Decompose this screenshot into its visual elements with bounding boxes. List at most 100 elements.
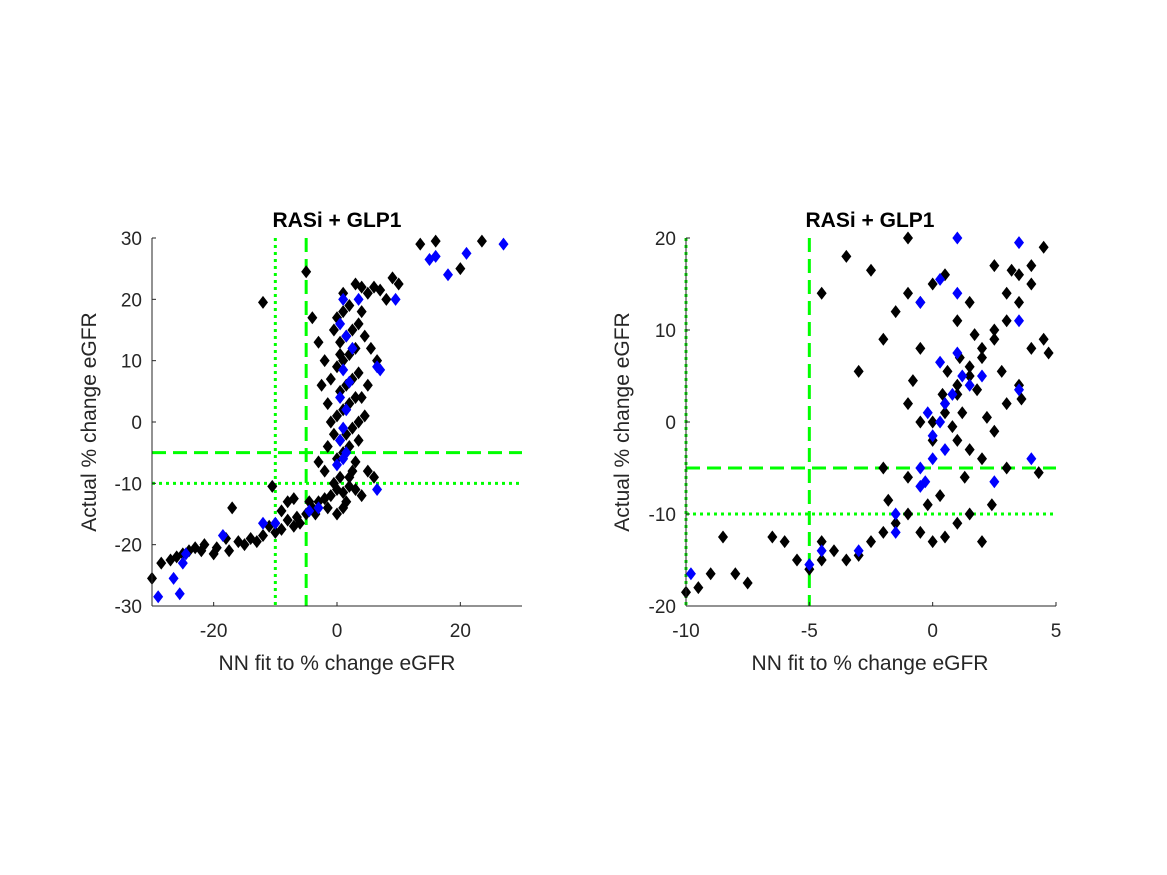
data-point-blue xyxy=(372,482,383,496)
data-point-black xyxy=(718,530,728,544)
data-point-black xyxy=(276,504,287,518)
data-point-black xyxy=(792,553,802,567)
y-tick-label: 30 xyxy=(121,229,142,250)
data-point-black xyxy=(964,443,975,457)
data-point-black xyxy=(1038,332,1049,346)
data-point-black xyxy=(952,433,963,447)
data-point-black xyxy=(282,495,293,509)
data-point-blue xyxy=(347,341,358,355)
data-point-blue xyxy=(890,525,901,539)
right-scatter-plot: RASi + GLP1 NN fit to % change eGFR Actu… xyxy=(611,209,1061,675)
data-point-black xyxy=(883,493,894,507)
data-point-black xyxy=(693,581,704,595)
data-point-black xyxy=(940,406,950,420)
left-scatter-plot: RASi + GLP1 NN fit to % change eGFR Actu… xyxy=(78,209,522,675)
data-point-black xyxy=(959,470,970,484)
data-point-black xyxy=(964,507,975,521)
data-point-blue xyxy=(168,571,179,585)
data-point-black xyxy=(964,360,975,374)
data-point-black xyxy=(455,262,466,276)
data-point-black xyxy=(915,415,926,429)
data-point-black xyxy=(291,510,302,524)
data-point-blue xyxy=(920,475,931,489)
data-point-black xyxy=(779,535,790,549)
data-point-black xyxy=(977,535,987,549)
data-point-black xyxy=(381,292,392,306)
data-point-black xyxy=(338,305,349,319)
data-point-black xyxy=(356,280,367,294)
y-tick-label: 0 xyxy=(131,413,142,434)
data-point-black xyxy=(335,335,346,349)
data-point-blue xyxy=(935,415,946,429)
data-point-black xyxy=(239,538,250,552)
data-point-black xyxy=(347,323,358,337)
data-point-black xyxy=(325,372,336,386)
data-point-blue xyxy=(174,587,185,601)
data-point-blue xyxy=(335,433,346,447)
data-point-black xyxy=(935,489,946,503)
data-point-black xyxy=(841,249,852,263)
data-point-black xyxy=(952,314,963,328)
data-point-black xyxy=(365,341,376,355)
x-axis-label: NN fit to % change eGFR xyxy=(752,652,989,675)
data-point-blue xyxy=(935,272,946,286)
x-tick-label: -5 xyxy=(801,621,818,642)
data-point-blue xyxy=(341,403,352,417)
y-tick-label: -10 xyxy=(649,505,676,526)
data-point-black xyxy=(322,440,333,454)
data-point-blue xyxy=(1014,236,1024,250)
data-point-black xyxy=(319,354,330,368)
data-point-blue xyxy=(344,375,355,389)
data-point-black xyxy=(328,427,339,441)
data-point-black xyxy=(972,383,983,397)
data-point-black xyxy=(332,409,342,423)
data-point-black xyxy=(986,498,997,512)
axes: -20 -10 0 10 20 -10 -5 0 5 xyxy=(649,229,1062,642)
data-point-black xyxy=(952,378,963,392)
data-point-black xyxy=(301,265,312,279)
data-point-black xyxy=(211,541,222,555)
data-point-black xyxy=(362,464,373,478)
data-point-blue xyxy=(989,475,1000,489)
data-point-black xyxy=(415,237,426,251)
data-point-black xyxy=(387,271,398,285)
data-point-black xyxy=(977,341,987,355)
y-tick-label: 20 xyxy=(121,290,142,311)
data-point-black xyxy=(344,470,355,484)
data-point-black xyxy=(258,528,268,542)
plot-title: RASi + GLP1 xyxy=(273,209,402,232)
data-point-black xyxy=(1038,240,1049,254)
data-points xyxy=(681,231,1054,599)
y-tick-label: 0 xyxy=(665,413,676,434)
data-point-black xyxy=(922,498,933,512)
data-point-blue xyxy=(258,516,268,530)
data-point-black xyxy=(927,415,938,429)
data-point-black xyxy=(328,476,339,490)
data-point-blue xyxy=(1026,452,1037,466)
data-point-blue xyxy=(338,292,349,306)
data-point-blue xyxy=(853,544,864,558)
data-point-black xyxy=(890,516,901,530)
data-point-black xyxy=(353,366,364,380)
data-point-black xyxy=(996,364,1007,378)
data-point-blue xyxy=(685,567,696,581)
data-point-blue xyxy=(947,387,958,401)
data-point-blue xyxy=(341,329,352,343)
data-point-black xyxy=(947,420,958,434)
data-point-black xyxy=(878,525,889,539)
data-point-black xyxy=(276,522,287,536)
data-point-blue xyxy=(804,558,815,572)
data-point-black xyxy=(878,461,889,475)
data-point-black xyxy=(1001,314,1012,328)
x-tick-label: -20 xyxy=(200,621,227,642)
data-point-black xyxy=(903,470,913,484)
data-point-black xyxy=(156,556,167,570)
x-tick-label: 0 xyxy=(927,621,938,642)
data-point-black xyxy=(903,507,913,521)
data-point-blue xyxy=(977,369,987,383)
data-point-black xyxy=(353,317,364,331)
data-point-black xyxy=(903,397,913,411)
data-point-black xyxy=(313,335,324,349)
data-point-black xyxy=(350,455,361,469)
data-point-blue xyxy=(957,369,968,383)
